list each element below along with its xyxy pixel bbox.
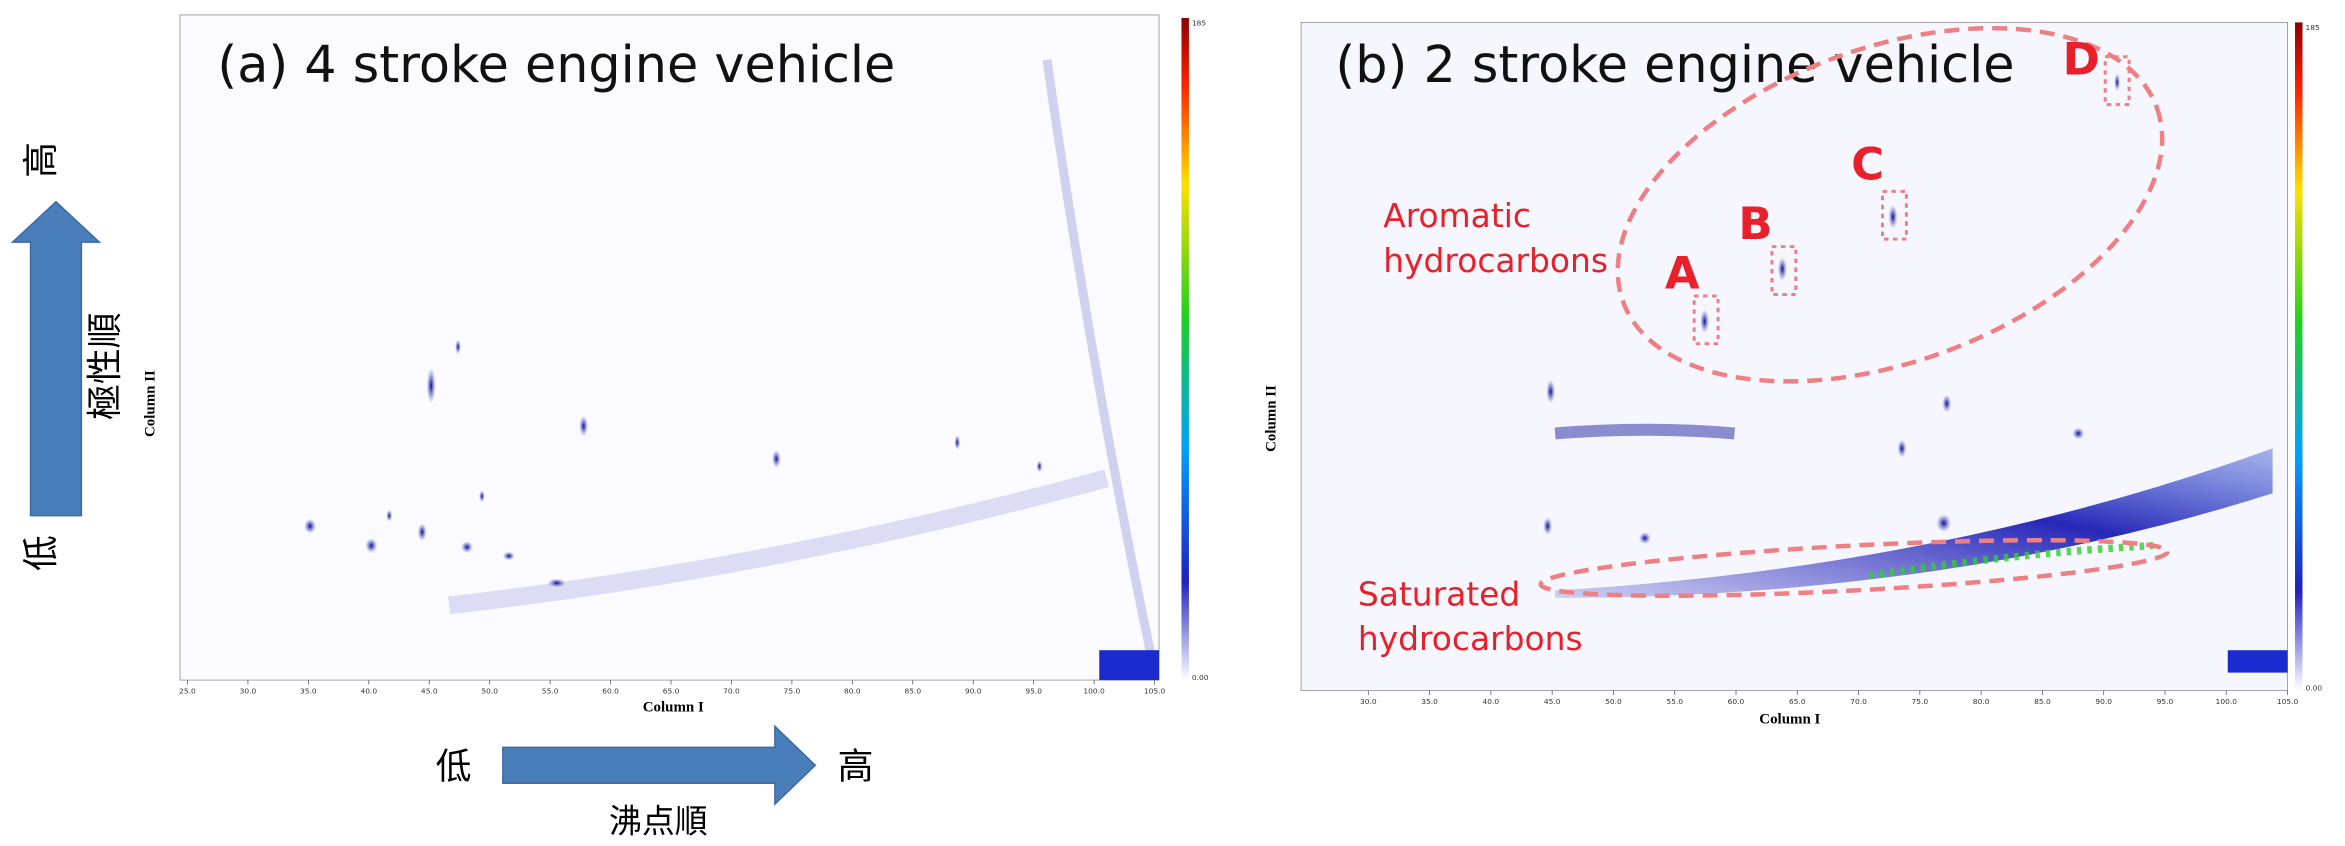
peak-label: A: [1665, 246, 1700, 299]
peak-labels: A B C D: [1665, 33, 2100, 300]
x-tick-label: 45.0: [1544, 697, 1561, 706]
colorbar: [2295, 22, 2303, 691]
colorbar: [1181, 17, 1189, 681]
guide-label: 高: [838, 747, 874, 788]
region-label: Aromatic: [1383, 196, 1531, 235]
guide-label: 高: [21, 142, 62, 178]
x-tick-label: 85.0: [904, 687, 921, 696]
x-tick-label: 55.0: [1666, 697, 1683, 706]
x-tick-label: 60.0: [1728, 697, 1745, 706]
x-tick-label: 40.0: [360, 687, 377, 696]
panel-title: (b) 2 stroke engine vehicle: [1335, 35, 2014, 94]
x-tick-label: 80.0: [844, 687, 861, 696]
x-tick-label: 35.0: [1421, 697, 1438, 706]
x-tick-label: 80.0: [1973, 697, 1990, 706]
peak-boxes: [1692, 55, 2131, 346]
y-axis-label: Column II: [143, 370, 159, 437]
region-label: hydrocarbons: [1358, 619, 1583, 658]
aromatic-band: [1554, 423, 1736, 440]
guide-label: 極性順: [85, 312, 126, 420]
x-tick-label: 70.0: [723, 687, 740, 696]
x-tick-label: 45.0: [421, 687, 438, 696]
y-axis-label: Column II: [1264, 385, 1280, 452]
x-tick-label: 25.0: [179, 687, 196, 696]
background-band: [448, 469, 1110, 615]
x-tick-label: 85.0: [2034, 697, 2051, 706]
peaks: [1543, 73, 2121, 545]
x-tick-label: 40.0: [1483, 697, 1500, 706]
x-tick-label: 35.0: [300, 687, 317, 696]
saturated-peaks: [1868, 541, 2154, 580]
guide-label: 低: [436, 747, 472, 788]
x-tick-label: 105.0: [1144, 687, 1166, 696]
x-tick-label: 50.0: [481, 687, 498, 696]
peak-label: B: [1738, 197, 1772, 250]
solvent-peak: [2227, 650, 2288, 673]
x-tick-label: 100.0: [1083, 687, 1105, 696]
peaks: [304, 339, 1043, 588]
x-ticks: 25.0 30.0 35.0 40.0 45.0 50.0 55.0 60.0 65.0 70.0…: [179, 680, 1166, 696]
panel-b: (b) 2 stroke engine vehicle Column I Col…: [1264, 22, 2322, 727]
x-tick-label: 30.0: [240, 687, 257, 696]
x-tick-label: 100.0: [2216, 697, 2238, 706]
regions: [1538, 25, 2170, 598]
colorbar-label: 185: [1192, 18, 1207, 27]
x-axis-label: Column I: [1759, 711, 1820, 727]
x-tick-label: 30.0: [1360, 697, 1377, 706]
panel-title: (a) 4 stroke engine vehicle: [217, 35, 895, 94]
x-tick-label: 65.0: [663, 687, 680, 696]
background-streak: [1042, 59, 1156, 659]
x-tick-label: 95.0: [1025, 687, 1042, 696]
x-tick-label: 75.0: [1912, 697, 1929, 706]
right-arrow: [502, 724, 817, 806]
up-arrow: [10, 200, 102, 517]
x-tick-label: 90.0: [965, 687, 982, 696]
x-tick-label: 90.0: [2095, 697, 2112, 706]
x-tick-label: 95.0: [2157, 697, 2174, 706]
region-label: hydrocarbons: [1383, 241, 1608, 280]
region-labels: Aromatic hydrocarbons Saturated hydrocar…: [1358, 196, 1608, 658]
guide: 高 極性順 低 低 高 沸点順: [10, 142, 874, 841]
x-ticks: 30.0 35.0 40.0 45.0 50.0 55.0 60.0 65.0 70.0 75.0…: [1360, 690, 2299, 706]
x-tick-label: 105.0: [2277, 697, 2299, 706]
peak-label: D: [2063, 33, 2100, 86]
x-tick-label: 75.0: [784, 687, 801, 696]
peak-label: C: [1851, 137, 1884, 190]
colorbar-label: 0.00: [2305, 684, 2322, 693]
solvent-peak: [1099, 650, 1160, 681]
x-tick-label: 60.0: [602, 687, 619, 696]
colorbar-label: 0.00: [1192, 673, 1209, 682]
colorbar-label: 185: [2305, 23, 2320, 32]
x-tick-label: 65.0: [1789, 697, 1806, 706]
x-axis-label: Column I: [643, 699, 704, 715]
region-label: Saturated: [1358, 574, 1520, 613]
x-tick-label: 50.0: [1605, 697, 1622, 706]
guide-label: 低: [21, 535, 62, 571]
x-tick-label: 70.0: [1850, 697, 1867, 706]
panel-a: (a) 4 stroke engine vehicle Column I Col…: [143, 14, 1209, 715]
x-tick-label: 55.0: [542, 687, 559, 696]
guide-label: 沸点順: [609, 802, 708, 841]
